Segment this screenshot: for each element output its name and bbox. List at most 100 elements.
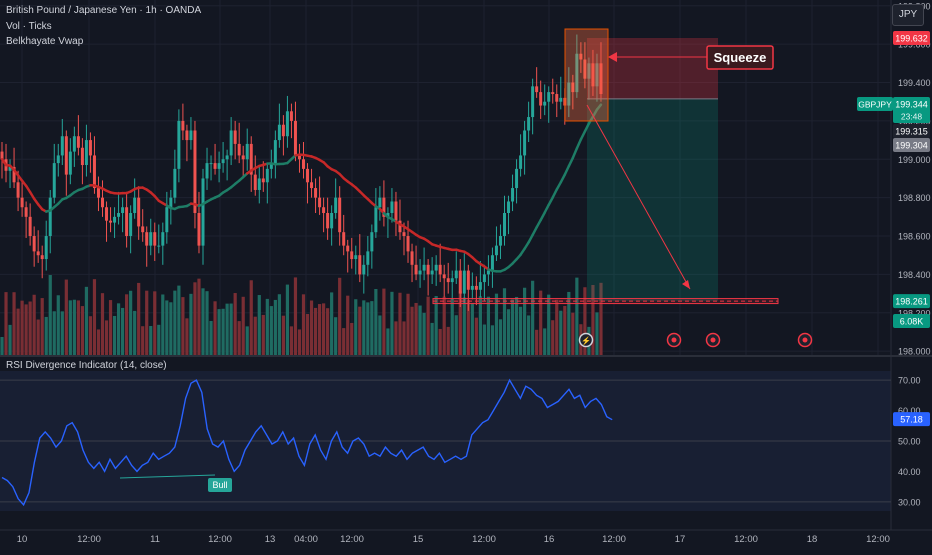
volume-bar [33,295,36,355]
vwap-legend[interactable]: Belkhayate Vwap [6,36,83,47]
volume-bar [105,320,108,355]
volume-bar [523,288,526,355]
candle-body [467,271,470,290]
candle-body [463,271,466,294]
candle-body [85,140,88,165]
candle-body [206,163,209,178]
candle-body [73,136,76,151]
volume-bar [595,312,598,355]
candle-body [41,255,44,259]
volume-bar [418,306,421,355]
candle-body [511,188,514,201]
volume-bar [153,291,156,355]
candle-body [302,159,305,169]
candle-body [262,178,265,182]
symbol-title[interactable]: British Pound / Japanese Yen · 1h · OAND… [6,5,201,16]
volume-bar [410,307,413,355]
volume-bar [487,297,490,355]
time-tick-label: 12:00 [208,534,232,545]
candle-body [326,213,329,228]
candle-body [278,125,281,140]
volume-bar [559,311,562,355]
volume-bar [499,319,502,355]
volume-bar [161,294,164,355]
event-marker-dot [711,338,716,343]
candle-body [290,111,293,121]
volume-bar [479,296,482,355]
candle-body [487,271,490,275]
volume-bar [89,316,92,355]
candle-body [282,125,285,137]
candle-body [121,207,124,213]
candle-body [230,130,233,155]
candle-body [77,136,80,148]
price-tick-label: 199.000 [898,155,931,165]
volume-bar [451,299,454,355]
candle-body [499,236,502,246]
volume-bar [414,303,417,355]
candle-body [109,221,112,223]
volume-bar [294,277,297,355]
time-tick-label: 12:00 [77,534,101,545]
volume-bar [563,306,566,355]
time-tick-label: 10 [17,534,28,545]
volume-bar [326,308,329,355]
candle-body [193,130,196,213]
price-tick-label: 198.400 [898,270,931,280]
candle-body [286,111,289,136]
candle-body [254,175,257,190]
candle-body [65,136,68,174]
volume-bar [137,283,140,355]
target-price-badge: 198.261 [895,297,928,307]
candle-body [475,286,478,290]
candle-body [394,201,397,220]
volume-bar [29,302,32,355]
volume-bar [133,311,136,355]
candle-body [310,182,313,188]
volume-bar [149,326,152,355]
candle-body [559,98,562,102]
candle-body [443,274,446,278]
volume-bar [286,285,289,355]
rsi-title[interactable]: RSI Divergence Indicator (14, close) [6,360,167,371]
event-marker-dot [803,338,808,343]
volume-bar [238,321,241,355]
volume-legend[interactable]: Vol · Ticks [6,21,52,32]
candle-body [390,201,393,213]
volume-bar [306,314,309,355]
volume-bar [85,287,88,355]
volume-bar [201,288,204,355]
candle-body [69,152,72,175]
volume-bar [197,279,200,355]
volume-badge: 6.08K [900,317,924,327]
volume-bar [527,315,530,355]
volume-bar [230,304,233,355]
candle-body [210,163,213,164]
volume-bar [69,300,72,355]
volume-bar [278,294,281,355]
volume-bar [282,316,285,355]
volume-bar [431,323,434,355]
volume-bar [519,307,522,355]
volume-bar [374,289,377,355]
candle-body [45,236,48,259]
volume-bar [463,298,466,355]
candle-body [407,236,410,251]
time-tick-label: 12:00 [340,534,364,545]
volume-bar [8,325,11,355]
candle-body [141,226,144,232]
volume-bar [73,300,76,355]
volume-bar [234,293,237,355]
candle-body [157,246,160,247]
volume-bar [398,293,401,355]
volume-bar [65,280,68,355]
volume-bar [25,304,28,355]
volume-bar [571,313,574,355]
volume-bar [165,300,168,355]
volume-bar [181,297,184,355]
volume-bar [338,278,341,355]
volume-bar [226,304,229,355]
candle-body [419,271,422,275]
currency-button[interactable]: JPY [892,4,924,26]
